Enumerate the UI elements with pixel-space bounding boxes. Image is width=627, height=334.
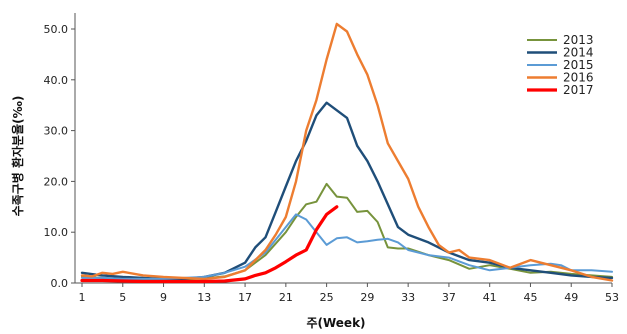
legend-label-2013: 2013 [563, 33, 594, 47]
x-tick-label: 13 [197, 291, 211, 304]
y-tick-label: 0.0 [51, 277, 69, 290]
x-axis-title: 주(Week) [306, 316, 365, 330]
x-tick-label: 1 [79, 291, 86, 304]
x-tick-label: 21 [279, 291, 293, 304]
x-tick-label: 29 [360, 291, 374, 304]
axes: 0.0 10.0 20.0 30.0 40.0 50.0 1 5 9 13 17 21 25 29 33 37… [44, 13, 619, 304]
x-tick-label: 17 [238, 291, 252, 304]
y-axis-title: 수족구병 환자분율(‰) [10, 96, 25, 217]
series-line-2014 [80, 101, 614, 281]
legend-label-2015: 2015 [563, 58, 594, 72]
x-tick-label: 5 [119, 291, 126, 304]
x-tick-label: 41 [483, 291, 497, 304]
y-tick-label: 20.0 [44, 175, 69, 188]
x-tick-label: 53 [605, 291, 619, 304]
series-line-2017 [80, 205, 339, 284]
x-tick-label: 33 [401, 291, 415, 304]
x-tick-label: 9 [160, 291, 167, 304]
series-lines [80, 22, 614, 284]
y-tick-label: 10.0 [44, 226, 69, 239]
x-tick-label: 37 [442, 291, 456, 304]
series-line-2016 [80, 22, 614, 282]
series-line-2015 [81, 213, 613, 280]
legend-label-2016: 2016 [563, 71, 594, 85]
y-tick-label: 40.0 [44, 74, 69, 87]
legend-label-2017: 2017 [563, 83, 594, 97]
y-tick-label: 30.0 [44, 125, 69, 138]
legend-label-2014: 2014 [563, 46, 594, 60]
x-tick-label: 49 [564, 291, 578, 304]
y-tick-label: 50.0 [44, 23, 69, 36]
x-tick-label: 45 [523, 291, 537, 304]
x-tick-label: 25 [320, 291, 334, 304]
